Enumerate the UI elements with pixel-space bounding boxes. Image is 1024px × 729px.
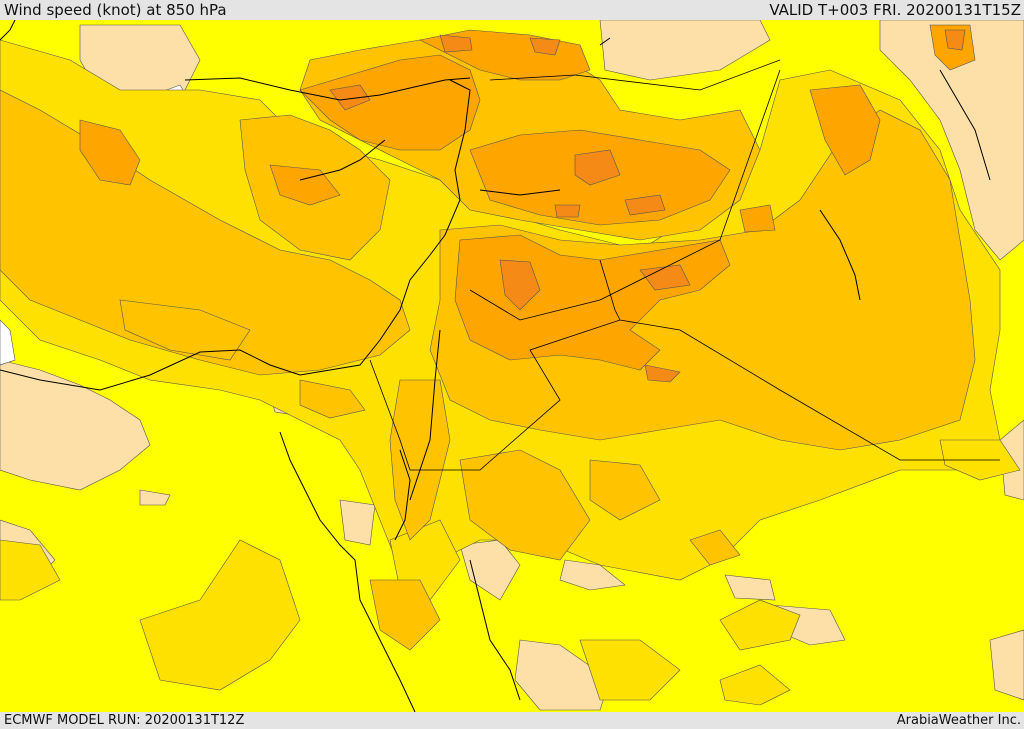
- coastlines: [0, 20, 991, 712]
- political-borders: [369, 59, 1000, 471]
- credit: ArabiaWeather Inc.: [896, 713, 1021, 728]
- low-wind-zones: [0, 20, 1024, 711]
- peak-zones: [329, 29, 966, 383]
- header-bar: Wind speed (knot) at 850 hPa VALID T+003…: [0, 0, 1024, 20]
- map-title: Wind speed (knot) at 850 hPa: [4, 1, 227, 19]
- valid-time: VALID T+003 FRI. 20200131T15Z: [769, 1, 1021, 19]
- model-run: ECMWF MODEL RUN: 20200131T12Z: [4, 713, 245, 728]
- footer-bar: ECMWF MODEL RUN: 20200131T12Z ArabiaWeat…: [0, 712, 1024, 729]
- wind-speed-map[interactable]: [0, 20, 1024, 712]
